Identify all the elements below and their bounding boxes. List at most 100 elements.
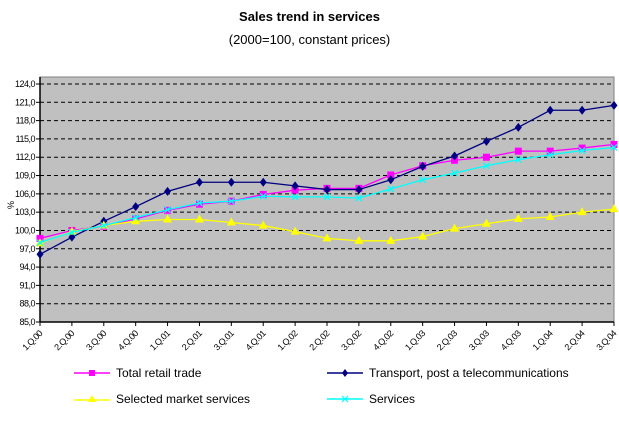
y-tick-label: 121,0 — [15, 97, 36, 107]
data-point — [577, 207, 587, 216]
data-point — [482, 136, 490, 146]
data-point — [610, 144, 618, 151]
data-point — [322, 233, 332, 242]
legend-item-selected-market-services: Selected market services — [72, 392, 250, 406]
y-tick-label: 94,0 — [19, 262, 35, 272]
data-point — [514, 147, 522, 155]
data-point — [195, 199, 203, 207]
data-point — [36, 249, 44, 259]
x-tick-label: 4.Q.01 — [244, 328, 268, 352]
data-point — [323, 193, 331, 201]
data-point — [451, 151, 459, 161]
data-point — [355, 185, 363, 195]
data-point — [578, 105, 586, 115]
legend-item-services: Services — [325, 392, 415, 406]
legend-swatch-diamond-icon — [327, 369, 363, 377]
x-tick-label: 4.Q.00 — [116, 328, 140, 352]
data-point — [355, 194, 363, 202]
data-point — [259, 190, 267, 198]
data-point — [259, 192, 267, 200]
x-tick-label: 3.Q.00 — [84, 328, 108, 352]
data-point — [291, 181, 299, 191]
data-point — [610, 140, 618, 148]
y-tick-label: 85,0 — [19, 317, 35, 327]
data-point — [163, 214, 173, 223]
data-point — [451, 169, 459, 177]
x-tick-label: 3.Q.01 — [212, 328, 236, 352]
data-point — [514, 122, 522, 132]
data-point — [482, 153, 490, 161]
data-point — [195, 200, 203, 208]
x-tick-label: 3.Q.03 — [467, 328, 491, 352]
data-point — [481, 218, 491, 227]
x-tick-label: 2.Q.01 — [180, 328, 204, 352]
x-tick-label: 4.Q.03 — [499, 328, 523, 352]
chart-title: Sales trend in services — [239, 9, 380, 24]
data-point — [514, 156, 522, 164]
data-point — [291, 193, 299, 201]
x-tick-label: 4.Q.02 — [371, 328, 395, 352]
data-point — [387, 175, 395, 185]
legend-swatch-square-icon — [74, 370, 110, 376]
data-point — [578, 144, 586, 152]
data-point — [419, 176, 427, 184]
x-tick-label: 2.Q.03 — [435, 328, 459, 352]
data-point — [36, 239, 44, 247]
data-point — [132, 202, 140, 212]
data-point — [323, 185, 331, 195]
data-point — [578, 147, 586, 154]
data-point — [513, 213, 523, 222]
y-tick-label: 91,0 — [19, 280, 35, 290]
data-point — [164, 186, 172, 196]
data-point — [387, 185, 395, 193]
series-transport-post-a-telecommunications — [36, 100, 618, 259]
data-point — [482, 162, 490, 170]
data-point — [227, 177, 235, 187]
data-point — [68, 228, 76, 236]
data-point — [226, 217, 236, 226]
y-tick-label: 109,0 — [15, 171, 36, 181]
y-tick-label: 97,0 — [19, 244, 35, 254]
series-services — [36, 144, 618, 247]
legend-swatch-triangle-icon — [74, 395, 110, 402]
data-point — [609, 204, 619, 213]
data-point — [450, 223, 460, 232]
x-tick-label: 1.Q.00 — [20, 328, 44, 352]
y-tick-label: 106,0 — [15, 189, 36, 199]
legend-item-transport: Transport, post a telecommunications — [325, 366, 569, 380]
x-tick-label: 3.Q.04 — [594, 328, 618, 352]
data-point — [546, 105, 554, 115]
x-tick-label: 1.Q.01 — [148, 328, 172, 352]
x-tick-label: 2.Q.02 — [307, 328, 331, 352]
x-tick-label: 2.Q.00 — [52, 328, 76, 352]
data-point — [194, 214, 204, 223]
chart-subtitle: (2000=100, constant prices) — [228, 32, 391, 47]
legend-label: Services — [369, 392, 416, 406]
data-point — [227, 197, 235, 205]
data-point — [546, 147, 554, 155]
data-point — [419, 161, 427, 171]
data-point — [131, 216, 141, 225]
data-point — [387, 171, 395, 179]
y-axis-label: % — [6, 201, 16, 209]
data-point — [610, 100, 618, 110]
legend-label: Selected market services — [116, 392, 251, 406]
data-point — [100, 222, 108, 230]
y-tick-label: 88,0 — [19, 299, 35, 309]
data-point — [164, 206, 172, 214]
data-point — [418, 231, 428, 240]
data-point — [290, 226, 300, 235]
data-point — [546, 151, 554, 159]
y-tick-label: 100,0 — [15, 225, 36, 235]
legend-label: Total retail trade — [116, 366, 202, 380]
x-tick-label: 1.Q.03 — [403, 328, 427, 352]
data-point — [545, 212, 555, 221]
y-tick-label: 115,0 — [16, 134, 36, 144]
plot-area — [39, 76, 615, 323]
x-tick-label: 3.Q.02 — [339, 328, 363, 352]
legend-label: Transport, post a telecommunications — [369, 366, 569, 380]
data-point — [132, 214, 140, 222]
x-tick-label: 2.Q.04 — [562, 328, 586, 352]
legend-swatch-x-icon — [327, 395, 363, 403]
